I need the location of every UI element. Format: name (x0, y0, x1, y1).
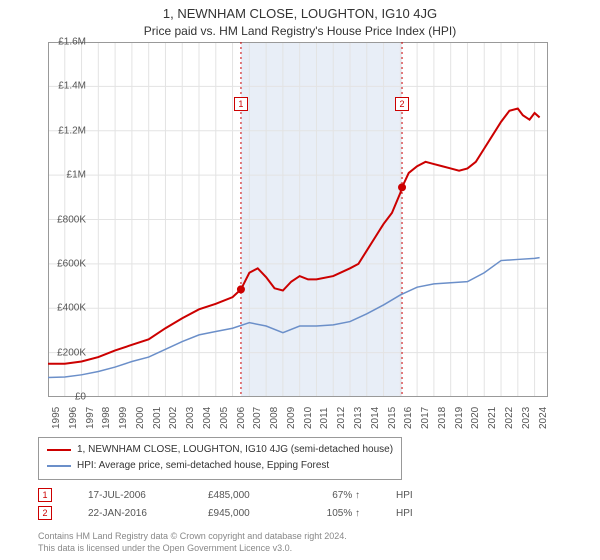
x-tick-label: 2009 (286, 407, 297, 429)
chart-area: £0£200K£400K£600K£800K£1M£1.2M£1.4M£1.6M… (48, 42, 590, 397)
x-tick-label: 1997 (85, 407, 96, 429)
y-tick-label: £1M (67, 170, 86, 181)
transaction-marker: 1 (38, 488, 52, 502)
x-tick-label: 2017 (420, 407, 431, 429)
transaction-vs-hpi: 67% ↑ (308, 490, 360, 501)
x-tick-label: 2005 (219, 407, 230, 429)
x-tick-label: 1998 (101, 407, 112, 429)
chart-transaction-marker: 1 (234, 97, 248, 111)
hpi-label: HPI (396, 508, 413, 519)
x-tick-label: 2019 (454, 407, 465, 429)
transaction-marker: 2 (38, 506, 52, 520)
hpi-label: HPI (396, 490, 413, 501)
x-tick-label: 2018 (437, 407, 448, 429)
chart-title: 1, NEWNHAM CLOSE, LOUGHTON, IG10 4JG (0, 0, 600, 21)
legend-item-property: 1, NEWNHAM CLOSE, LOUGHTON, IG10 4JG (se… (47, 442, 393, 458)
transaction-row: 2 22-JAN-2016 £945,000 105% ↑ HPI (38, 504, 600, 522)
transaction-date: 22-JAN-2016 (88, 508, 172, 519)
legend: 1, NEWNHAM CLOSE, LOUGHTON, IG10 4JG (se… (38, 437, 402, 480)
transactions-table: 1 17-JUL-2006 £485,000 67% ↑ HPI 2 22-JA… (38, 486, 600, 522)
x-tick-label: 2007 (252, 407, 263, 429)
x-tick-label: 2006 (236, 407, 247, 429)
x-tick-label: 2001 (152, 407, 163, 429)
x-tick-label: 2022 (504, 407, 515, 429)
y-tick-label: £1.4M (58, 81, 86, 92)
y-tick-label: £1.2M (58, 125, 86, 136)
x-tick-label: 2012 (336, 407, 347, 429)
y-tick-label: £400K (57, 303, 86, 314)
x-tick-label: 2014 (370, 407, 381, 429)
x-tick-label: 2016 (403, 407, 414, 429)
x-tick-label: 2013 (353, 407, 364, 429)
chart-subtitle: Price paid vs. HM Land Registry's House … (0, 21, 600, 42)
legend-item-hpi: HPI: Average price, semi-detached house,… (47, 458, 393, 474)
legend-swatch (47, 465, 71, 467)
transaction-price: £945,000 (208, 508, 272, 519)
x-tick-label: 1999 (118, 407, 129, 429)
x-tick-label: 2010 (303, 407, 314, 429)
x-tick-label: 2003 (185, 407, 196, 429)
y-tick-label: £1.6M (58, 37, 86, 48)
x-tick-label: 2020 (470, 407, 481, 429)
footer-line: Contains HM Land Registry data © Crown c… (38, 530, 600, 542)
x-tick-label: 2015 (387, 407, 398, 429)
x-tick-label: 2011 (319, 407, 330, 429)
transaction-row: 1 17-JUL-2006 £485,000 67% ↑ HPI (38, 486, 600, 504)
x-tick-label: 2000 (135, 407, 146, 429)
transaction-vs-hpi: 105% ↑ (308, 508, 360, 519)
x-tick-label: 2024 (538, 407, 549, 429)
x-tick-label: 2004 (202, 407, 213, 429)
line-chart (48, 42, 548, 397)
legend-label: HPI: Average price, semi-detached house,… (77, 458, 329, 474)
footer: Contains HM Land Registry data © Crown c… (38, 530, 600, 554)
x-tick-label: 1996 (68, 407, 79, 429)
x-tick-label: 2021 (487, 407, 498, 429)
x-tick-label: 1995 (51, 407, 62, 429)
legend-label: 1, NEWNHAM CLOSE, LOUGHTON, IG10 4JG (se… (77, 442, 393, 458)
y-tick-label: £200K (57, 347, 86, 358)
x-tick-label: 2023 (521, 407, 532, 429)
y-tick-label: £0 (75, 392, 86, 403)
transaction-date: 17-JUL-2006 (88, 490, 172, 501)
chart-transaction-marker: 2 (395, 97, 409, 111)
y-tick-label: £600K (57, 258, 86, 269)
footer-line: This data is licensed under the Open Gov… (38, 542, 600, 554)
transaction-price: £485,000 (208, 490, 272, 501)
x-tick-label: 2002 (168, 407, 179, 429)
x-tick-label: 2008 (269, 407, 280, 429)
chart-container: 1, NEWNHAM CLOSE, LOUGHTON, IG10 4JG Pri… (0, 0, 600, 560)
legend-swatch (47, 449, 71, 451)
y-tick-label: £800K (57, 214, 86, 225)
